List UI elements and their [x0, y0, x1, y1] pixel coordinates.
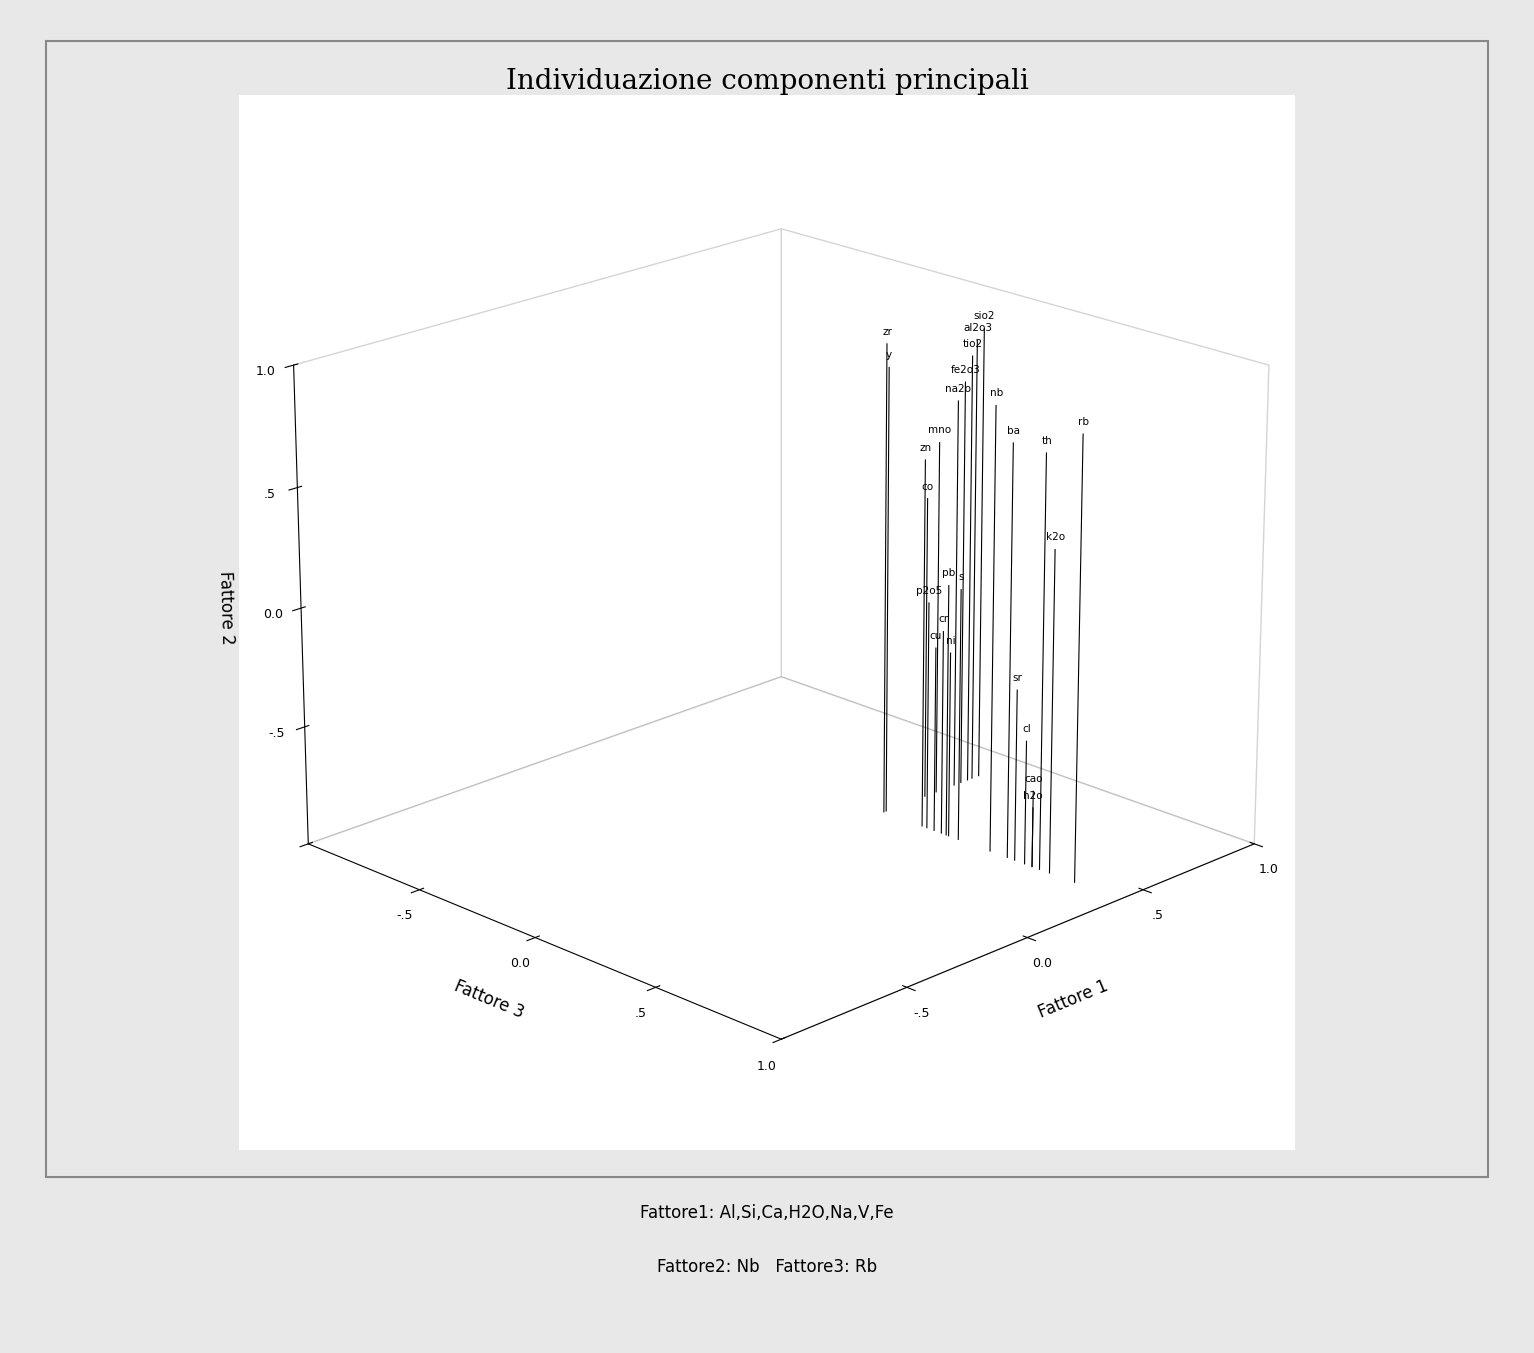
Text: Fattore1: Al,Si,Ca,H2O,Na,V,Fe: Fattore1: Al,Si,Ca,H2O,Na,V,Fe — [640, 1204, 894, 1222]
Text: Individuazione componenti principali: Individuazione componenti principali — [506, 68, 1028, 95]
Y-axis label: Fattore 3: Fattore 3 — [451, 977, 526, 1022]
Text: Fattore2: Nb   Fattore3: Rb: Fattore2: Nb Fattore3: Rb — [657, 1258, 877, 1276]
X-axis label: Fattore 1: Fattore 1 — [1035, 977, 1111, 1022]
